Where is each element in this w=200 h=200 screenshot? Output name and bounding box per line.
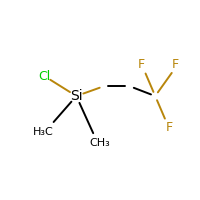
Text: CH₃: CH₃ xyxy=(90,138,110,148)
Text: Si: Si xyxy=(70,89,83,103)
Text: F: F xyxy=(165,121,173,134)
Text: H₃C: H₃C xyxy=(32,127,53,137)
Text: F: F xyxy=(171,58,179,71)
Text: Cl: Cl xyxy=(39,70,51,83)
Text: F: F xyxy=(138,58,145,71)
